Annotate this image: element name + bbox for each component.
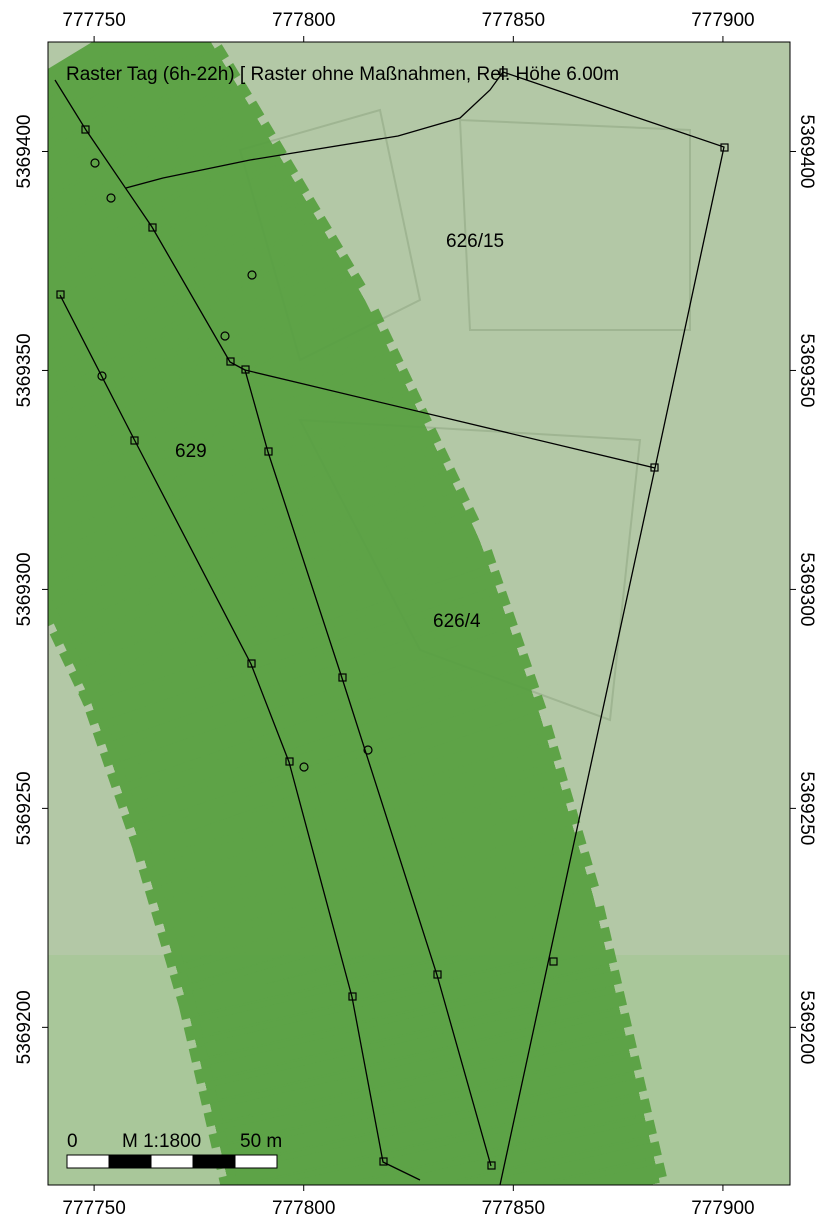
y-tick-label: 5369400	[796, 114, 817, 188]
scale-ratio: M 1:1800	[122, 1131, 201, 1152]
parcel-label: 629	[175, 441, 207, 462]
x-tick-label: 777750	[62, 1198, 125, 1219]
map-body: Raster Tag (6h-22h) [ Raster ohne Maßnah…	[0, 42, 790, 1221]
x-tick-label: 777850	[482, 1198, 545, 1219]
scale-end: 50 m	[240, 1131, 282, 1152]
scale-start: 0	[67, 1131, 78, 1152]
x-tick-label: 777800	[272, 1198, 335, 1219]
y-tick-label: 5369200	[796, 990, 817, 1064]
y-tick-label: 5369350	[796, 333, 817, 407]
y-tick-label: 5369200	[14, 990, 35, 1064]
y-tick-label: 5369300	[14, 552, 35, 626]
scale-bar	[67, 1155, 277, 1168]
y-tick-label: 5369300	[796, 552, 817, 626]
x-tick-label: 777750	[62, 10, 125, 31]
parcel-label: 626/4	[433, 611, 481, 632]
map-figure: Raster Tag (6h-22h) [ Raster ohne Maßnah…	[0, 0, 823, 1221]
y-tick-label: 5369350	[14, 333, 35, 407]
parcel-label: 626/15	[446, 231, 504, 252]
map-title: Raster Tag (6h-22h) [ Raster ohne Maßnah…	[66, 64, 619, 85]
x-tick-label: 777850	[482, 10, 545, 31]
y-tick-label: 5369400	[14, 114, 35, 188]
y-tick-label: 5369250	[14, 771, 35, 845]
x-tick-label: 777900	[691, 10, 754, 31]
x-tick-label: 777800	[272, 10, 335, 31]
y-tick-label: 5369250	[796, 771, 817, 845]
x-tick-label: 777900	[691, 1198, 754, 1219]
